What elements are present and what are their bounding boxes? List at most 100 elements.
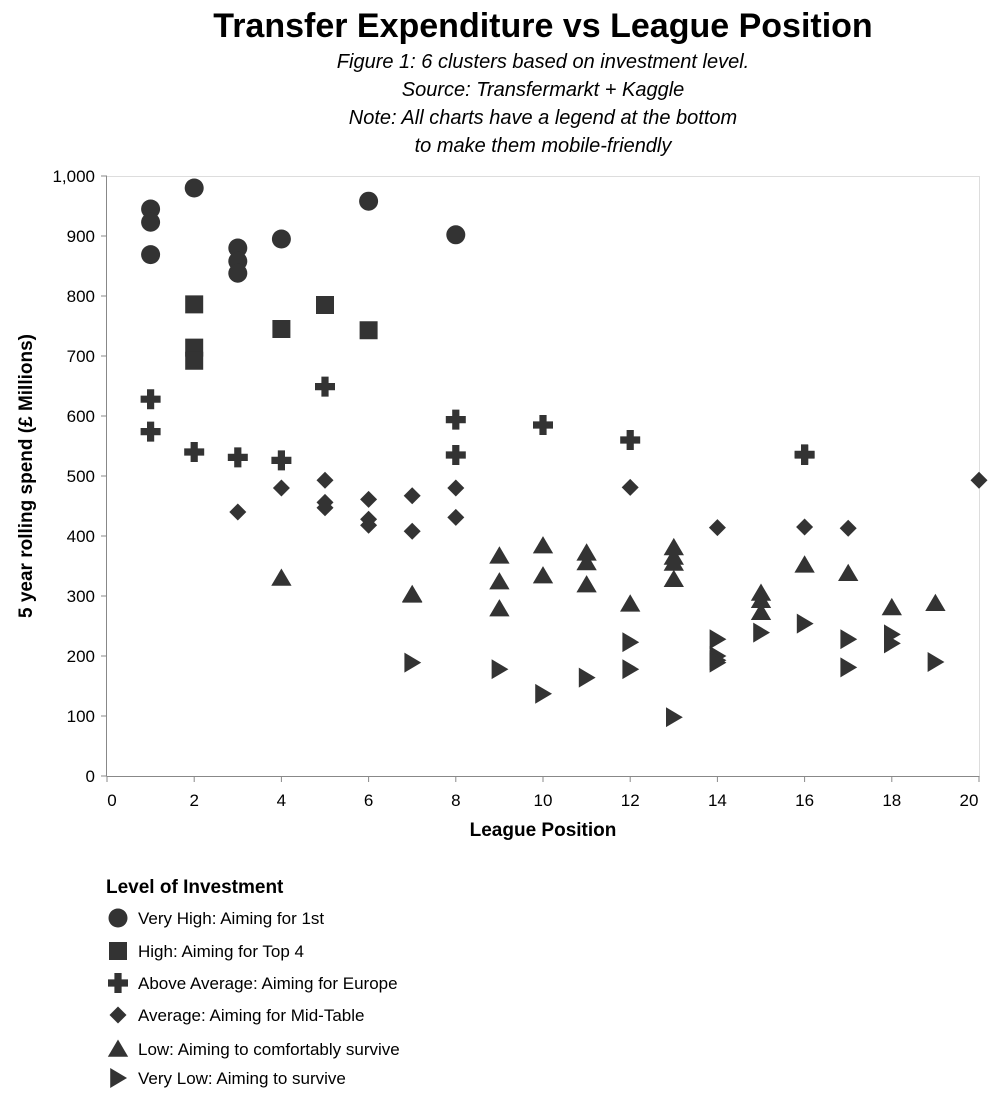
y-tick-label: 0 (86, 767, 95, 786)
x-axis-title: League Position (470, 820, 617, 841)
x-tick-label: 0 (107, 791, 116, 810)
data-point-circle (271, 229, 291, 249)
data-point-triangle-right (753, 622, 771, 643)
data-point-square (316, 296, 334, 314)
legend-symbol-triangle-up (107, 1039, 129, 1057)
legend-symbol-cross (108, 973, 128, 993)
x-tick-label: 6 (364, 791, 373, 810)
y-tick-label: 100 (67, 707, 95, 726)
data-point-circle (141, 245, 161, 265)
data-point-triangle-up (663, 553, 684, 571)
data-point-cross (140, 389, 161, 410)
x-tick-label: 20 (960, 791, 979, 810)
data-point-diamond (316, 499, 334, 517)
data-point-triangle-up (925, 593, 946, 611)
x-tick-label: 4 (277, 791, 286, 810)
data-point-cross (227, 447, 248, 468)
y-tick-label: 400 (67, 527, 95, 546)
data-point-triangle-up (271, 568, 292, 586)
legend-symbol-triangle-right (110, 1068, 128, 1088)
x-tick-label: 8 (451, 791, 460, 810)
data-point-triangle-up (532, 566, 554, 584)
data-point-diamond (447, 479, 465, 497)
series-diamond (229, 471, 988, 540)
data-point-triangle-right (535, 683, 553, 704)
data-point-triangle-up (576, 552, 597, 571)
data-point-circle (228, 263, 248, 283)
series-square (185, 295, 378, 370)
data-point-triangle-right (796, 613, 814, 634)
data-point-triangle-up (663, 569, 684, 587)
data-point-cross (445, 445, 466, 465)
y-tick-label: 200 (67, 647, 95, 666)
data-point-square (185, 295, 204, 314)
data-point-diamond (316, 471, 334, 489)
legend-label: Very High: Aiming for 1st (138, 909, 324, 928)
data-point-cross (533, 415, 553, 435)
data-point-circle (141, 199, 161, 219)
data-point-triangle-up (838, 563, 859, 581)
x-axis: 0 2 4 6 8 10 12 14 16 18 20 (106, 776, 980, 810)
data-point-triangle-right (666, 707, 683, 728)
data-point-triangle-right (491, 659, 509, 680)
series-cross (140, 376, 815, 471)
data-point-triangle-right (578, 667, 596, 688)
data-point-triangle-right (927, 652, 945, 672)
legend-item: Very Low: Aiming to survive (110, 1068, 346, 1088)
series-triangle-right (404, 613, 945, 728)
data-point-triangle-up (881, 597, 902, 616)
data-point-cross (140, 421, 161, 442)
legend-label: Very Low: Aiming to survive (138, 1069, 346, 1088)
y-tick-label: 700 (67, 347, 95, 366)
data-point-cross (445, 409, 466, 430)
data-point-triangle-up (750, 590, 772, 608)
data-point-cross (315, 376, 335, 397)
data-point-diamond (360, 516, 378, 534)
series-circle (141, 178, 466, 283)
chart-title: Transfer Expenditure vs League Position (213, 7, 872, 45)
x-tick-label: 10 (534, 791, 553, 810)
legend-symbol-diamond (109, 1006, 127, 1024)
data-point-triangle-up (532, 536, 554, 554)
legend-item: High: Aiming for Top 4 (109, 942, 304, 961)
x-tick-label: 14 (708, 791, 727, 810)
chart-subtitle-line: Source: Transfermarkt + Kaggle (402, 79, 685, 101)
data-point-diamond (272, 479, 290, 497)
x-tick-label: 12 (621, 791, 640, 810)
data-point-triangle-right (709, 652, 727, 673)
y-tick-label: 300 (67, 587, 95, 606)
x-tick-label: 2 (189, 791, 198, 810)
chart-subtitle: Figure 1: 6 clusters based on investment… (337, 51, 749, 157)
data-point-triangle-up (576, 543, 597, 561)
series-triangle-up (271, 536, 946, 620)
data-point-square (359, 321, 378, 340)
data-point-square (185, 351, 204, 370)
data-point-diamond (360, 490, 378, 508)
data-point-triangle-right (884, 633, 901, 654)
legend-label: High: Aiming for Top 4 (138, 942, 304, 961)
data-point-triangle-up (620, 594, 641, 612)
data-point-triangle-up (402, 585, 423, 603)
data-point-triangle-right (622, 632, 640, 653)
y-axis-title: 5 year rolling spend (£ Millions) (16, 334, 37, 618)
data-point-triangle-up (750, 602, 772, 620)
data-point-cross (794, 445, 815, 465)
y-axis: 0 100 200 300 400 500 600 700 800 900 1,000 (52, 167, 107, 786)
data-point-triangle-right (622, 659, 640, 680)
legend-symbol-square (109, 942, 127, 960)
data-point-triangle-right (404, 652, 422, 673)
data-point-triangle-up (663, 537, 684, 556)
data-point-circle (141, 212, 161, 232)
data-point-diamond (447, 508, 465, 526)
data-point-triangle-up (489, 599, 510, 617)
data-point-triangle-up (489, 546, 510, 564)
y-tick-label: 800 (67, 287, 95, 306)
data-point-triangle-right (709, 629, 727, 650)
data-point-triangle-right (840, 657, 858, 678)
data-point-circle (228, 238, 248, 258)
data-point-square (272, 320, 291, 338)
data-marks (140, 178, 988, 728)
x-tick-label: 16 (795, 791, 814, 810)
data-point-triangle-up (489, 572, 510, 590)
